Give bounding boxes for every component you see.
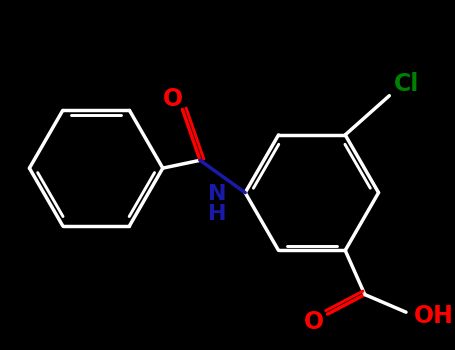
- Text: O: O: [162, 88, 182, 112]
- Text: H: H: [208, 204, 227, 224]
- Text: Cl: Cl: [394, 72, 420, 96]
- Text: OH: OH: [414, 304, 453, 328]
- Text: O: O: [304, 310, 324, 334]
- Text: N: N: [208, 184, 227, 204]
